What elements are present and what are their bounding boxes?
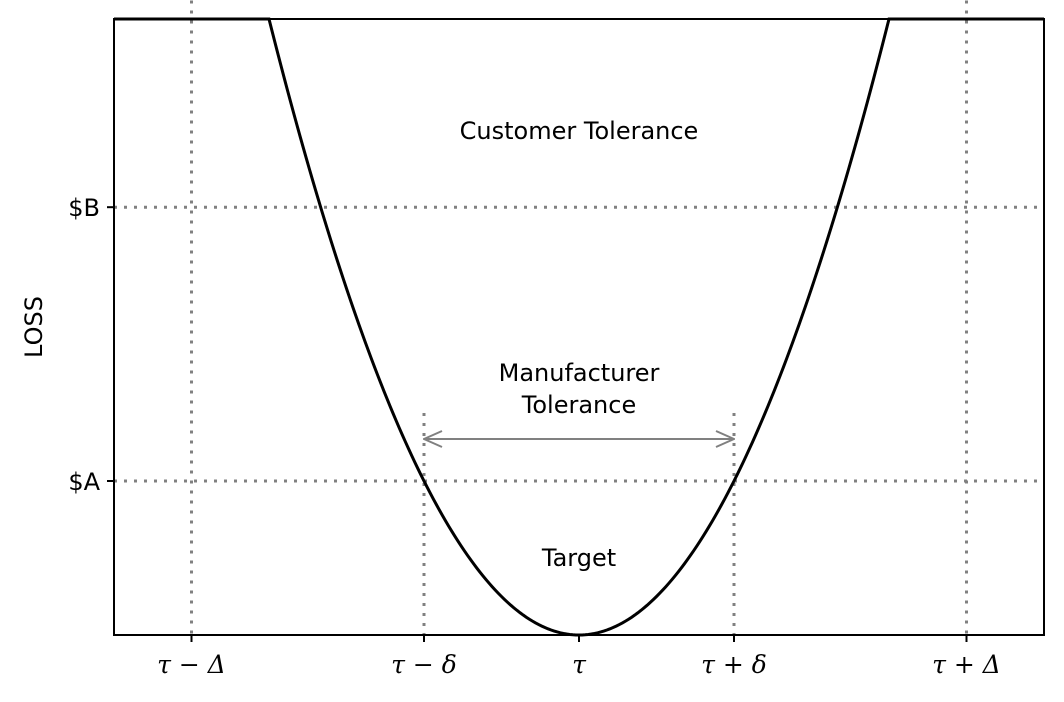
loss-curve: [114, 17, 1044, 637]
x-tick-label-2: τ: [572, 650, 587, 679]
manufacturer-tolerance-label-line2: Tolerance: [521, 391, 636, 419]
target-label: Target: [541, 544, 616, 572]
y-axis-label: LOSS: [20, 296, 48, 358]
manufacturer-tolerance-label-line1: Manufacturer: [499, 359, 660, 387]
x-tick-label-0: τ − Δ: [157, 650, 226, 679]
x-tick-label-4: τ + Δ: [932, 650, 1001, 679]
plot-frame: [113, 18, 1045, 636]
x-axis-ticks: τ − Δ τ − δ τ τ + δ τ + Δ: [157, 635, 1001, 679]
y-tick-label-0: $A: [68, 468, 100, 496]
y-axis-ticks: $A $B: [68, 194, 114, 496]
x-tick-label-1: τ − δ: [391, 650, 457, 679]
customer-tolerance-label: Customer Tolerance: [460, 117, 699, 145]
guide-lines: [114, 0, 1044, 635]
y-tick-label-1: $B: [68, 194, 100, 222]
x-tick-label-3: τ + δ: [701, 650, 767, 679]
